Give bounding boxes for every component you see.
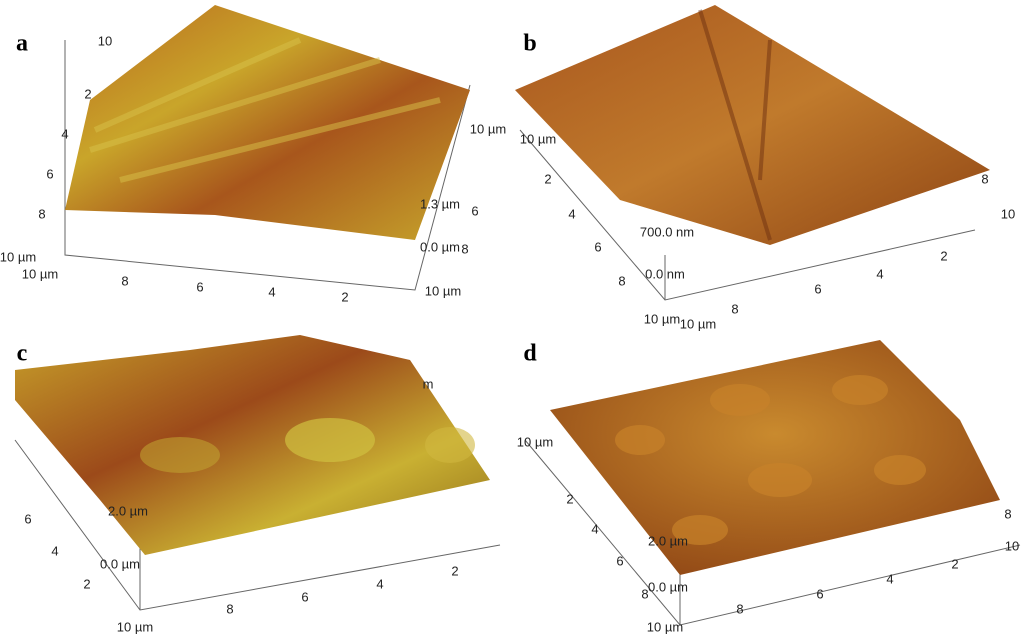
- axis-label: 4: [886, 571, 893, 586]
- axis-label: 2: [566, 491, 573, 506]
- axis-label: 6: [196, 279, 203, 294]
- axis-label: 10 µm: [520, 131, 556, 146]
- axis-label: 2: [341, 289, 348, 304]
- axis-label: 2.0 µm: [108, 503, 148, 518]
- ridge: [89, 37, 441, 183]
- axis-label: 10 µm: [647, 619, 683, 634]
- axis-label: 2: [84, 86, 91, 101]
- axis-label: 10: [98, 33, 112, 48]
- axis-label: 700.0 nm: [640, 224, 694, 239]
- axis-label: 2: [951, 556, 958, 571]
- panel-label: a: [16, 31, 28, 57]
- axis-label: 0.0 nm: [645, 266, 685, 281]
- panel-b: [515, 5, 990, 301]
- surface: [550, 340, 1000, 575]
- axis-label: 8: [736, 601, 743, 616]
- axis-label: 2: [83, 576, 90, 591]
- axis-label: 10 µm: [425, 283, 461, 298]
- grain: [285, 418, 375, 462]
- axis-label: 8: [461, 241, 468, 256]
- grain: [425, 427, 475, 463]
- axis-label: 0.0 µm: [648, 579, 688, 594]
- axis-label: 2: [544, 171, 551, 186]
- axis-label: 10 µm: [470, 121, 506, 136]
- panel-label: d: [523, 341, 537, 367]
- axis-label: 6: [816, 586, 823, 601]
- axis-label: 4: [61, 126, 68, 141]
- axis-label: 2: [451, 563, 458, 578]
- axis-label: 8: [618, 273, 625, 288]
- axis-label: 2.0 µm: [648, 533, 688, 548]
- surface: [15, 335, 490, 555]
- axis-label: 6: [24, 511, 31, 526]
- axis-label: 4: [591, 521, 598, 536]
- panel-label: c: [17, 341, 28, 367]
- axis-label: 10: [1001, 206, 1015, 221]
- axis-label: 8: [121, 273, 128, 288]
- axis-label: 8: [226, 601, 233, 616]
- axis-label: 6: [471, 203, 478, 218]
- axis-label: 6: [301, 589, 308, 604]
- panel-d: [524, 340, 1021, 626]
- axis-label: 8: [981, 171, 988, 186]
- axis-box: [64, 40, 471, 291]
- surface: [515, 5, 990, 245]
- axis-label: 8: [731, 301, 738, 316]
- axis-label: 8: [641, 586, 648, 601]
- axis-label: 8: [1004, 506, 1011, 521]
- axis-label: 4: [876, 266, 883, 281]
- axis-label: 6: [616, 553, 623, 568]
- grains: [615, 375, 926, 545]
- surface: [65, 5, 470, 240]
- panel-a: [64, 5, 471, 291]
- ridge: [698, 9, 772, 241]
- axis-label: 6: [814, 281, 821, 296]
- axis-label: 4: [376, 576, 383, 591]
- axis-label: 10 µm: [117, 619, 153, 634]
- axis-label: 4: [51, 543, 58, 558]
- axis-label: 10: [1005, 538, 1019, 553]
- axis-label: 0.0 µm: [100, 556, 140, 571]
- grain: [140, 437, 220, 473]
- axis-label: 2: [940, 248, 947, 263]
- axis-label: 10 µm: [644, 311, 680, 326]
- axis-label: 10 µm: [517, 434, 553, 449]
- axis-label: 8: [38, 206, 45, 221]
- axis-label: 6: [46, 166, 53, 181]
- axis-label: 0.0 µm: [420, 239, 460, 254]
- axis-label: 4: [268, 284, 275, 299]
- axis-label: 10 µm: [0, 249, 36, 264]
- axis-label: 4: [568, 206, 575, 221]
- axis-label: m: [423, 376, 434, 391]
- axis-label: 6: [594, 239, 601, 254]
- axis-label: 10 µm: [680, 316, 716, 331]
- axis-label: 10 µm: [22, 266, 58, 281]
- axis-label: 1.3 µm: [420, 196, 460, 211]
- panel-label: b: [523, 31, 536, 57]
- panel-c: [14, 335, 501, 611]
